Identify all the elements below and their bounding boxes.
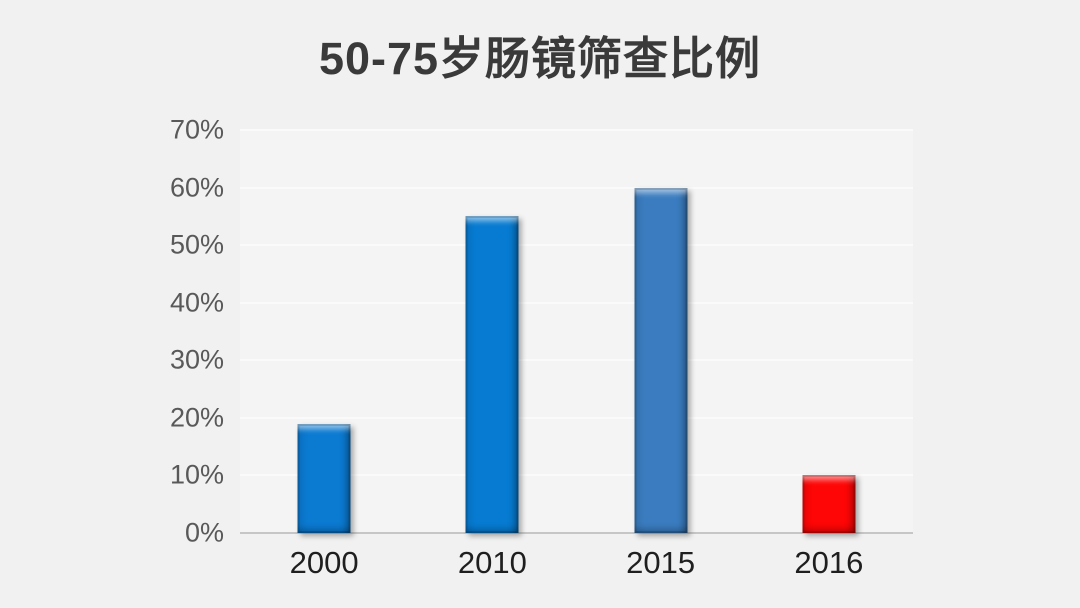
bar-2016 [802,475,856,533]
gridline-20 [240,416,913,419]
x-tick-label-2010: 2010 [457,545,527,580]
y-tick-label-60: 60% [169,172,224,203]
x-axis-line [240,532,913,534]
x-tick-label-2000: 2000 [289,545,359,580]
y-tick-label-30: 30% [169,344,224,375]
gridline-70 [240,129,913,131]
y-tick-label-50: 50% [169,229,224,260]
y-tick-label-70: 70% [169,114,224,145]
bar-2015 [634,187,688,533]
plot-area: 0% 10% 20% 30% 40% 50% 60% 70% 2000 2010 2015 2016 [170,115,913,580]
gridline-10 [240,474,913,477]
bar-2010 [465,216,519,533]
gridline-30 [240,359,913,362]
y-tick-label-40: 40% [169,287,224,318]
gridline-50 [240,244,913,247]
y-tick-label-20: 20% [169,402,224,433]
y-tick-label-0: 0% [184,517,224,548]
y-tick-label-10: 10% [169,459,224,490]
x-tick-label-2015: 2015 [626,545,696,580]
x-tick-label-2016: 2016 [794,545,864,580]
gridline-40 [240,301,913,304]
chart-title: 50-75岁肠镜筛查比例 [318,33,762,84]
bar-2000 [297,423,351,533]
gridline-60 [240,186,913,189]
